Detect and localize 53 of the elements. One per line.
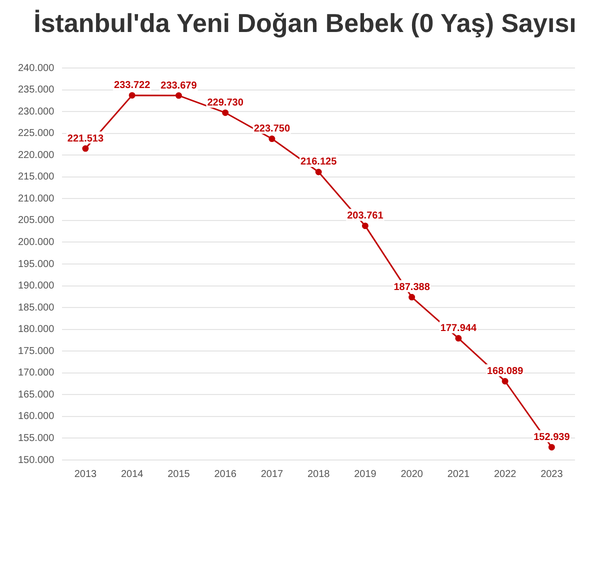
- x-tick-label: 2013: [74, 468, 98, 480]
- data-label: 233.679: [160, 80, 198, 92]
- x-tick-label: 2015: [168, 468, 190, 480]
- y-tick-label: 205.000: [18, 215, 55, 226]
- y-tick-label: 150.000: [18, 454, 55, 466]
- y-tick-label: 230.000: [18, 106, 55, 118]
- point: [548, 444, 555, 450]
- data-label: 203.761: [347, 210, 384, 222]
- x-tick-label: 2018: [307, 468, 330, 480]
- y-tick-label: 240.000: [18, 62, 55, 74]
- y-tick-label: 235.000: [18, 84, 55, 96]
- y-tick-label: 200.000: [18, 236, 55, 248]
- y-tick-label: 155.000: [18, 432, 55, 444]
- data-label: 223.750: [254, 124, 290, 135]
- point: [455, 335, 462, 342]
- y-tick-label: 185.000: [18, 302, 55, 314]
- chart-title: İstanbul'da Yeni Doğan Bebek (0 Yaş) Sayısı: [32, 8, 578, 40]
- point: [362, 222, 368, 230]
- data-label: 233.722: [114, 80, 151, 92]
- point: [175, 92, 182, 99]
- x-tick-label: 2014: [120, 468, 144, 480]
- point: [82, 145, 89, 152]
- x-tick-label: 2017: [260, 468, 284, 480]
- point: [128, 92, 136, 99]
- y-tick-label: 225.000: [18, 128, 55, 140]
- x-tick-label: 2023: [540, 468, 564, 480]
- x-tick-label: 2020: [400, 468, 424, 480]
- x-tick-label: 2022: [494, 468, 517, 480]
- data-label: 216.125: [300, 156, 338, 168]
- y-tick-label: 170.000: [18, 368, 55, 379]
- y-tick-label: 215.000: [18, 172, 55, 183]
- data-label: 229.730: [207, 97, 244, 108]
- data-label: 187.388: [394, 282, 430, 293]
- y-tick-label: 190.000: [18, 280, 55, 292]
- data-label: 177.944: [440, 323, 477, 334]
- point: [408, 294, 416, 300]
- x-tick-label: 2021: [447, 468, 470, 480]
- data-label: 221.513: [67, 133, 104, 144]
- x-tick-label: 2019: [354, 468, 377, 480]
- point: [502, 378, 508, 384]
- y-tick-label: 210.000: [18, 193, 55, 204]
- y-tick-label: 195.000: [18, 258, 55, 270]
- data-label: 152.939: [534, 432, 570, 443]
- y-tick-label: 175.000: [18, 346, 55, 357]
- point: [222, 109, 229, 116]
- y-tick-label: 180.000: [18, 324, 55, 336]
- y-tick-label: 220.000: [18, 150, 55, 161]
- point: [315, 168, 322, 176]
- point: [268, 136, 276, 142]
- y-tick-label: 165.000: [18, 389, 55, 400]
- y-tick-label: 160.000: [18, 411, 55, 422]
- x-tick-label: 2016: [214, 468, 237, 480]
- data-label: 168.089: [486, 366, 524, 377]
